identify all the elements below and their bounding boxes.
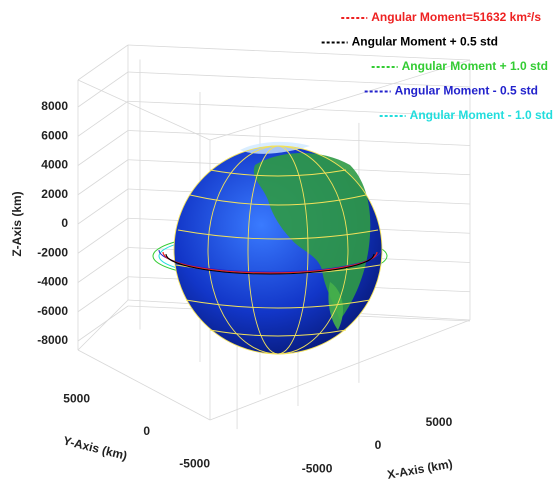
box-edge [77, 299, 129, 351]
grid-line [127, 100, 471, 117]
grid-line [77, 71, 129, 108]
grid-line [77, 247, 129, 283]
z-axis-label: Z-Axis (km) [10, 191, 24, 256]
z-tick-label: -6000 [37, 304, 68, 318]
grid-line [127, 130, 471, 146]
grid-line [77, 217, 129, 254]
grid-line [77, 276, 129, 313]
z-tick-label: 2000 [41, 187, 68, 201]
legend-label: Angular Moment + 1.0 std [402, 59, 548, 73]
box-edge [127, 44, 471, 61]
grid-line [127, 71, 471, 88]
grid-line [77, 188, 129, 225]
x-tick-label: -5000 [302, 461, 333, 475]
z-tick-label: 0 [61, 216, 68, 230]
grid-line [77, 159, 129, 196]
box-edge [77, 44, 129, 81]
y-tick-label: 5000 [63, 392, 90, 406]
globe [152, 141, 388, 355]
legend-label: Angular Moment=51632 km²/s [371, 10, 541, 24]
z-tick-label: -2000 [37, 245, 68, 259]
box-edge [209, 59, 471, 141]
grid-line [77, 305, 129, 342]
legend-label: Angular Moment - 1.0 std [410, 108, 553, 122]
z-tick-label: -8000 [37, 333, 68, 347]
legend-label: Angular Moment + 0.5 std [352, 35, 498, 49]
z-tick-label: -4000 [37, 275, 68, 289]
z-tick-label: 8000 [41, 99, 68, 113]
grid-line [77, 130, 129, 166]
box-edge [77, 79, 211, 141]
z-tick-label: 4000 [41, 158, 68, 172]
legend-label: Angular Moment - 0.5 std [395, 84, 538, 98]
y-tick-label: -5000 [179, 457, 210, 471]
x-tick-label: 0 [375, 438, 382, 452]
y-axis-label: Y-Axis (km) [62, 433, 129, 462]
box-edge [209, 319, 471, 421]
y-tick-label: 0 [143, 424, 150, 438]
box-edge [77, 349, 211, 421]
grid-line [77, 100, 129, 137]
z-tick-label: 6000 [41, 128, 68, 142]
x-axis-label: X-Axis (km) [386, 457, 453, 481]
x-tick-label: 5000 [426, 415, 453, 429]
